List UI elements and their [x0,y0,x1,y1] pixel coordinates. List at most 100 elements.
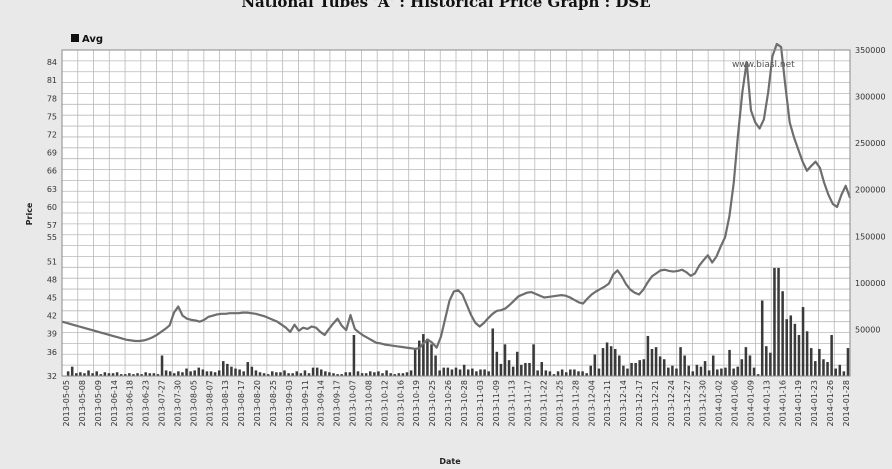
volume-bar [185,368,188,376]
volume-bar [87,370,90,376]
x-tick-label: 2013-07-27 [158,380,167,427]
volume-bar [777,267,780,376]
volume-bar [622,365,625,376]
volume-bar [675,368,678,376]
volume-bar [246,362,250,376]
x-tick-label: 2014-01-26 [826,380,835,427]
volume-bar [499,363,503,376]
x-tick-label: 2014-01-02 [715,380,724,427]
volume-bar [181,372,184,376]
volume-bar [360,373,364,376]
volume-bar [422,334,425,376]
volume-bar [213,372,217,376]
x-tick-label: 2014-01-19 [794,380,803,427]
x-tick-label: 2013-08-25 [269,380,278,427]
x-tick-label: 2013-10-08 [364,380,373,427]
volume-bar [128,373,131,376]
volume-bar [75,373,78,376]
volume-bar [765,346,768,376]
volume-bar [332,373,335,376]
volume-bar [168,371,172,376]
volume-bar [95,371,98,376]
x-tick-label: 2013-05-08 [78,380,87,427]
volume-bar [642,359,646,376]
volume-bar [373,372,376,376]
y-right-tick-label: 200000 [855,186,886,195]
y-tick-label: 81 [47,76,57,85]
volume-bar [193,370,196,376]
x-tick-label: 2014-01-16 [778,380,787,427]
volume-bar [585,373,588,376]
volume-bar [805,331,809,376]
volume-bar [515,351,519,376]
volume-bar [197,367,201,376]
x-tick-label: 2014-01-09 [746,380,755,427]
y-tick-label: 63 [47,185,57,194]
x-tick-label: 2013-07-30 [173,380,182,427]
volume-bar [667,367,670,376]
x-tick-label: 2013-05-05 [62,380,71,427]
y-tick-label: 78 [47,94,57,103]
volume-bar [483,369,486,376]
volume-bar [242,371,245,376]
x-axis-title: Date [439,457,461,466]
x-axis: 2013-05-05 2013-05-08 2013-05-09 2013-06-14… [62,380,851,427]
volume-bar [520,364,523,376]
volume-bar [593,354,597,376]
volume-bar [356,371,360,376]
volume-bar [838,364,842,376]
volume-bar [671,365,674,376]
volume-bar [826,362,829,376]
volume-bar [756,374,760,376]
x-tick-label: 2013-11-17 [524,380,533,427]
y-tick-label: 39 [47,330,57,339]
volume-bar [283,370,286,376]
x-tick-label: 2013-10-19 [412,380,421,427]
volume-bar [115,372,119,376]
volume-bar [597,368,601,376]
volume-bar [70,366,74,376]
volume-bar [103,372,107,376]
volume-bars [66,267,850,376]
y-tick-label: 32 [47,372,57,381]
volume-bar [258,372,262,376]
volume-bar [156,374,160,376]
volume-bar [801,307,805,376]
volume-bar [560,369,564,376]
x-tick-label: 2013-11-09 [492,380,501,427]
volume-bar [91,373,94,376]
legend-label: Avg [82,34,103,45]
volume-bar [687,365,690,376]
volume-bar [814,361,817,376]
volume-bar [609,346,613,376]
volume-bar [809,348,813,376]
volume-bar [524,362,527,376]
x-tick-label: 2013-06-14 [110,380,119,427]
x-tick-label: 2013-08-07 [205,380,214,427]
x-tick-label: 2013-09-14 [317,380,326,427]
volume-bar [287,373,290,376]
volume-bar [83,373,86,376]
volume-bar [552,374,556,376]
y-tick-label: 60 [47,203,57,212]
volume-bar [532,344,535,376]
x-tick-label: 2013-12-30 [699,380,708,427]
x-tick-label: 2014-01-13 [762,380,771,427]
x-tick-label: 2013-08-17 [237,380,246,427]
chart-title: National Tubes 'A' : Historical Price Gr… [241,0,651,11]
volume-bar [646,335,650,376]
volume-bar [132,374,135,376]
x-tick-label: 2013-08-20 [253,380,262,427]
volume-bar [99,374,103,376]
volume-bar [160,355,164,376]
volume-bar [250,366,254,376]
volume-bar [466,369,470,376]
volume-bar [344,372,348,376]
volume-bar [442,367,446,376]
volume-bar [581,371,584,376]
volume-bar [364,373,368,376]
volume-bar [740,359,744,376]
volume-bar [732,368,735,376]
volume-bar [748,355,752,376]
